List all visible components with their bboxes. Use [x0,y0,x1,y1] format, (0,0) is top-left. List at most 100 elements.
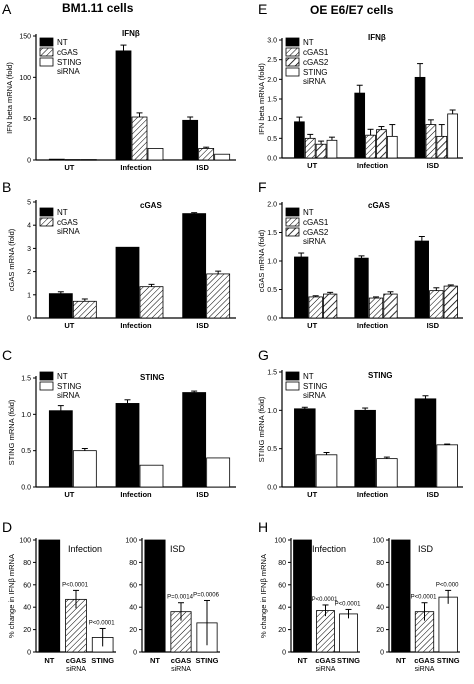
panel-c-legend-swatch-nt [39,371,54,381]
panel-h-infection-bar-sting [339,613,358,653]
panel-c-ytick-label-1: 0.5 [21,448,31,455]
panel-c-ytick-label-2: 1.0 [21,412,31,419]
panel-h-isd-xtick-sting: STING [437,656,460,665]
panel-f-chart: 0.0 0.5 1.0 1.5 2.0 cGAS mRNA (fold) UT Infecti… [257,201,463,330]
panel-e-chart: 0.0 0.5 1.0 1.5 2.0 2.5 3.0 IFN beta mRNA (fold… [257,33,463,170]
panel-d-infection-ytick-label-0: 0 [27,650,31,657]
panel-f-bar-cgas1-infection [368,297,384,319]
panel-e-bar-cgas2-ut [315,143,327,159]
panel-f-ytick-label-2: 1.0 [267,259,277,266]
panel-h-infection-pvalue-cgas: P<0.0001 [312,597,339,603]
panel-e-xtick-isd: ISD [427,161,440,170]
panel-d-infection-ytick-label-2: 40 [23,605,31,612]
panel-g-title: STING [368,371,392,380]
panel-h-infection-ytick-label-1: 20 [278,627,286,634]
panel-d-infection-ylabel: % change in IFNβ mRNA [7,554,16,638]
panel-a-xtick-isd: ISD [196,163,209,172]
panel-c-legend-swatch-sting-sirna [39,381,54,391]
panel-letter-d: D [2,519,12,535]
panel-h-infection-ylabel: % change in IFNβ mRNA [259,554,268,638]
panel-c-bar-nt-isd [182,392,207,488]
panel-h-isd-ytick-label-4: 80 [376,560,384,567]
panel-a-bar-cgas-ut [64,159,81,161]
panel-a-legend-swatch-nt [39,37,54,47]
panel-f-ytick-label-4: 2.0 [267,202,277,209]
panel-c-title: STING [140,373,164,382]
panel-f-bar-cgas2-sirna-isd [443,285,458,319]
panel-e-legend-label-nt: NT [303,38,314,47]
panel-h-infection-bar-nt [293,539,312,653]
panel-b-ylabel: cGAS mRNA (fold) [7,228,16,291]
panel-f-bar-cgas2-sirna-ut [323,293,338,319]
panel-letter-a: A [2,1,12,17]
panel-e-bar-sting-sirna-ut [326,139,338,159]
panel-e-bar-nt-infection [354,92,366,159]
panel-a-ytick-label-0: 0 [27,158,31,165]
panel-e-bar-sting-sirna-infection [386,135,398,159]
panel-a-legend-swatch-sting-sirna [39,57,54,67]
panel-b-ytick-label-0: 0 [27,316,31,323]
panel-b-ytick-label-3: 3 [27,246,31,253]
panel-h-infection-bar-cgas [316,610,335,653]
panel-letter-c: C [2,347,12,363]
panel-f-bar-cgas2-sirna-infection [383,293,398,319]
panel-f-title: cGAS [368,201,390,210]
panel-f-ytick-label-0: 0.0 [267,316,277,323]
panel-d-isd-inline-label: ISD [170,544,186,554]
panel-c-ytick-label-3: 1.5 [21,376,31,383]
panel-e-xtick-infection: Infection [357,161,389,170]
panel-b-chart: 0 1 2 3 4 5 cGAS mRNA (fold) UT Infection ISD cGAS… [7,200,236,330]
panel-a-ylabel: IFN beta mRNA (fold) [5,62,14,134]
panel-d-isd-ytick-label-5: 100 [125,538,137,545]
panel-f-bar-nt-ut [294,256,309,319]
panel-a-bar-cgas-infection [131,116,148,161]
panel-f-xtick-isd: ISD [427,321,440,330]
panel-h-infection-ytick-label-3: 60 [278,582,286,589]
panel-h-isd-ytick-label-3: 60 [376,582,384,589]
panel-h-infection-inline-label: Infection [312,544,346,554]
panel-d-isd-xtick-cgas: cGAS [171,656,191,665]
panel-c-bar-nt-infection [115,403,140,488]
panel-g-bar-nt-ut [294,408,316,488]
panel-h-infection-xtick-nt: NT [298,656,308,665]
panel-a-chart: 0 50 100 150 IFN beta mRNA (fold) UT Infection… [5,29,236,172]
panel-g-ytick-label-1: 0.5 [267,446,277,453]
panel-c-ylabel: STING mRNA (fold) [7,399,16,465]
panel-c-legend-label-sting-sirna: STING [57,382,81,391]
panel-h-infection-ytick-label-2: 40 [278,605,286,612]
panel-b-xtick-ut: UT [64,321,74,330]
panel-f-ylabel: cGAS mRNA (fold) [257,229,266,292]
panel-c-bar-nt-ut [48,410,73,488]
panel-f-legend-label-nt: NT [303,208,314,217]
panel-b-title: cGAS [140,201,162,210]
panel-c-chart: 0.0 0.5 1.0 1.5 STING mRNA (fold) UT Infection… [7,371,236,499]
panel-a-bar-nt-ut [48,158,65,161]
panel-f-xtick-ut: UT [307,321,317,330]
panel-h-infection-chart: 0 20 40 60 80 100 % change in IFNβ mRNA NT P<0.0… [259,538,361,674]
panel-e-legend-swatch-nt [285,37,300,47]
panel-g-xtick-infection: Infection [357,490,389,499]
panel-c-bar-sting-sirna-isd [206,457,231,488]
panel-d-infection-xsub-cgas: siRNA [66,666,86,673]
panel-g-ytick-label-0: 0.0 [267,485,277,492]
panel-d-infection-xtick-cgas: cGAS [66,656,86,665]
panel-b-xtick-isd: ISD [196,321,209,330]
panel-h-infection-xtick-cgas: cGAS [315,656,335,665]
panel-d-isd-ytick-label-1: 20 [129,627,137,634]
panel-b-legend-label-cgas-sirna: cGAS [57,218,78,227]
panel-f-legend-label-cgas2-sirna: cGAS2 [303,228,329,237]
panel-h-isd-ytick-label-1: 20 [376,627,384,634]
panel-h-infection-ytick-label-4: 80 [278,560,286,567]
panel-e-bar-sting-sirna-isd [447,113,458,159]
panel-c-ytick-label-0: 0.0 [21,485,31,492]
panel-c-xtick-infection: Infection [120,490,152,499]
panel-a-ytick-label-3: 150 [19,34,31,41]
panel-h-infection-ytick-label-5: 100 [274,538,286,545]
header-left: BM1.11 cells [62,1,134,15]
panel-e-legend-swatch-cgas1 [285,47,300,57]
panel-h-isd-bar-sting [438,596,458,653]
panel-e-legend-swatch-sting-sirna [285,67,300,77]
panel-e-ytick-label-5: 2.5 [267,57,277,64]
